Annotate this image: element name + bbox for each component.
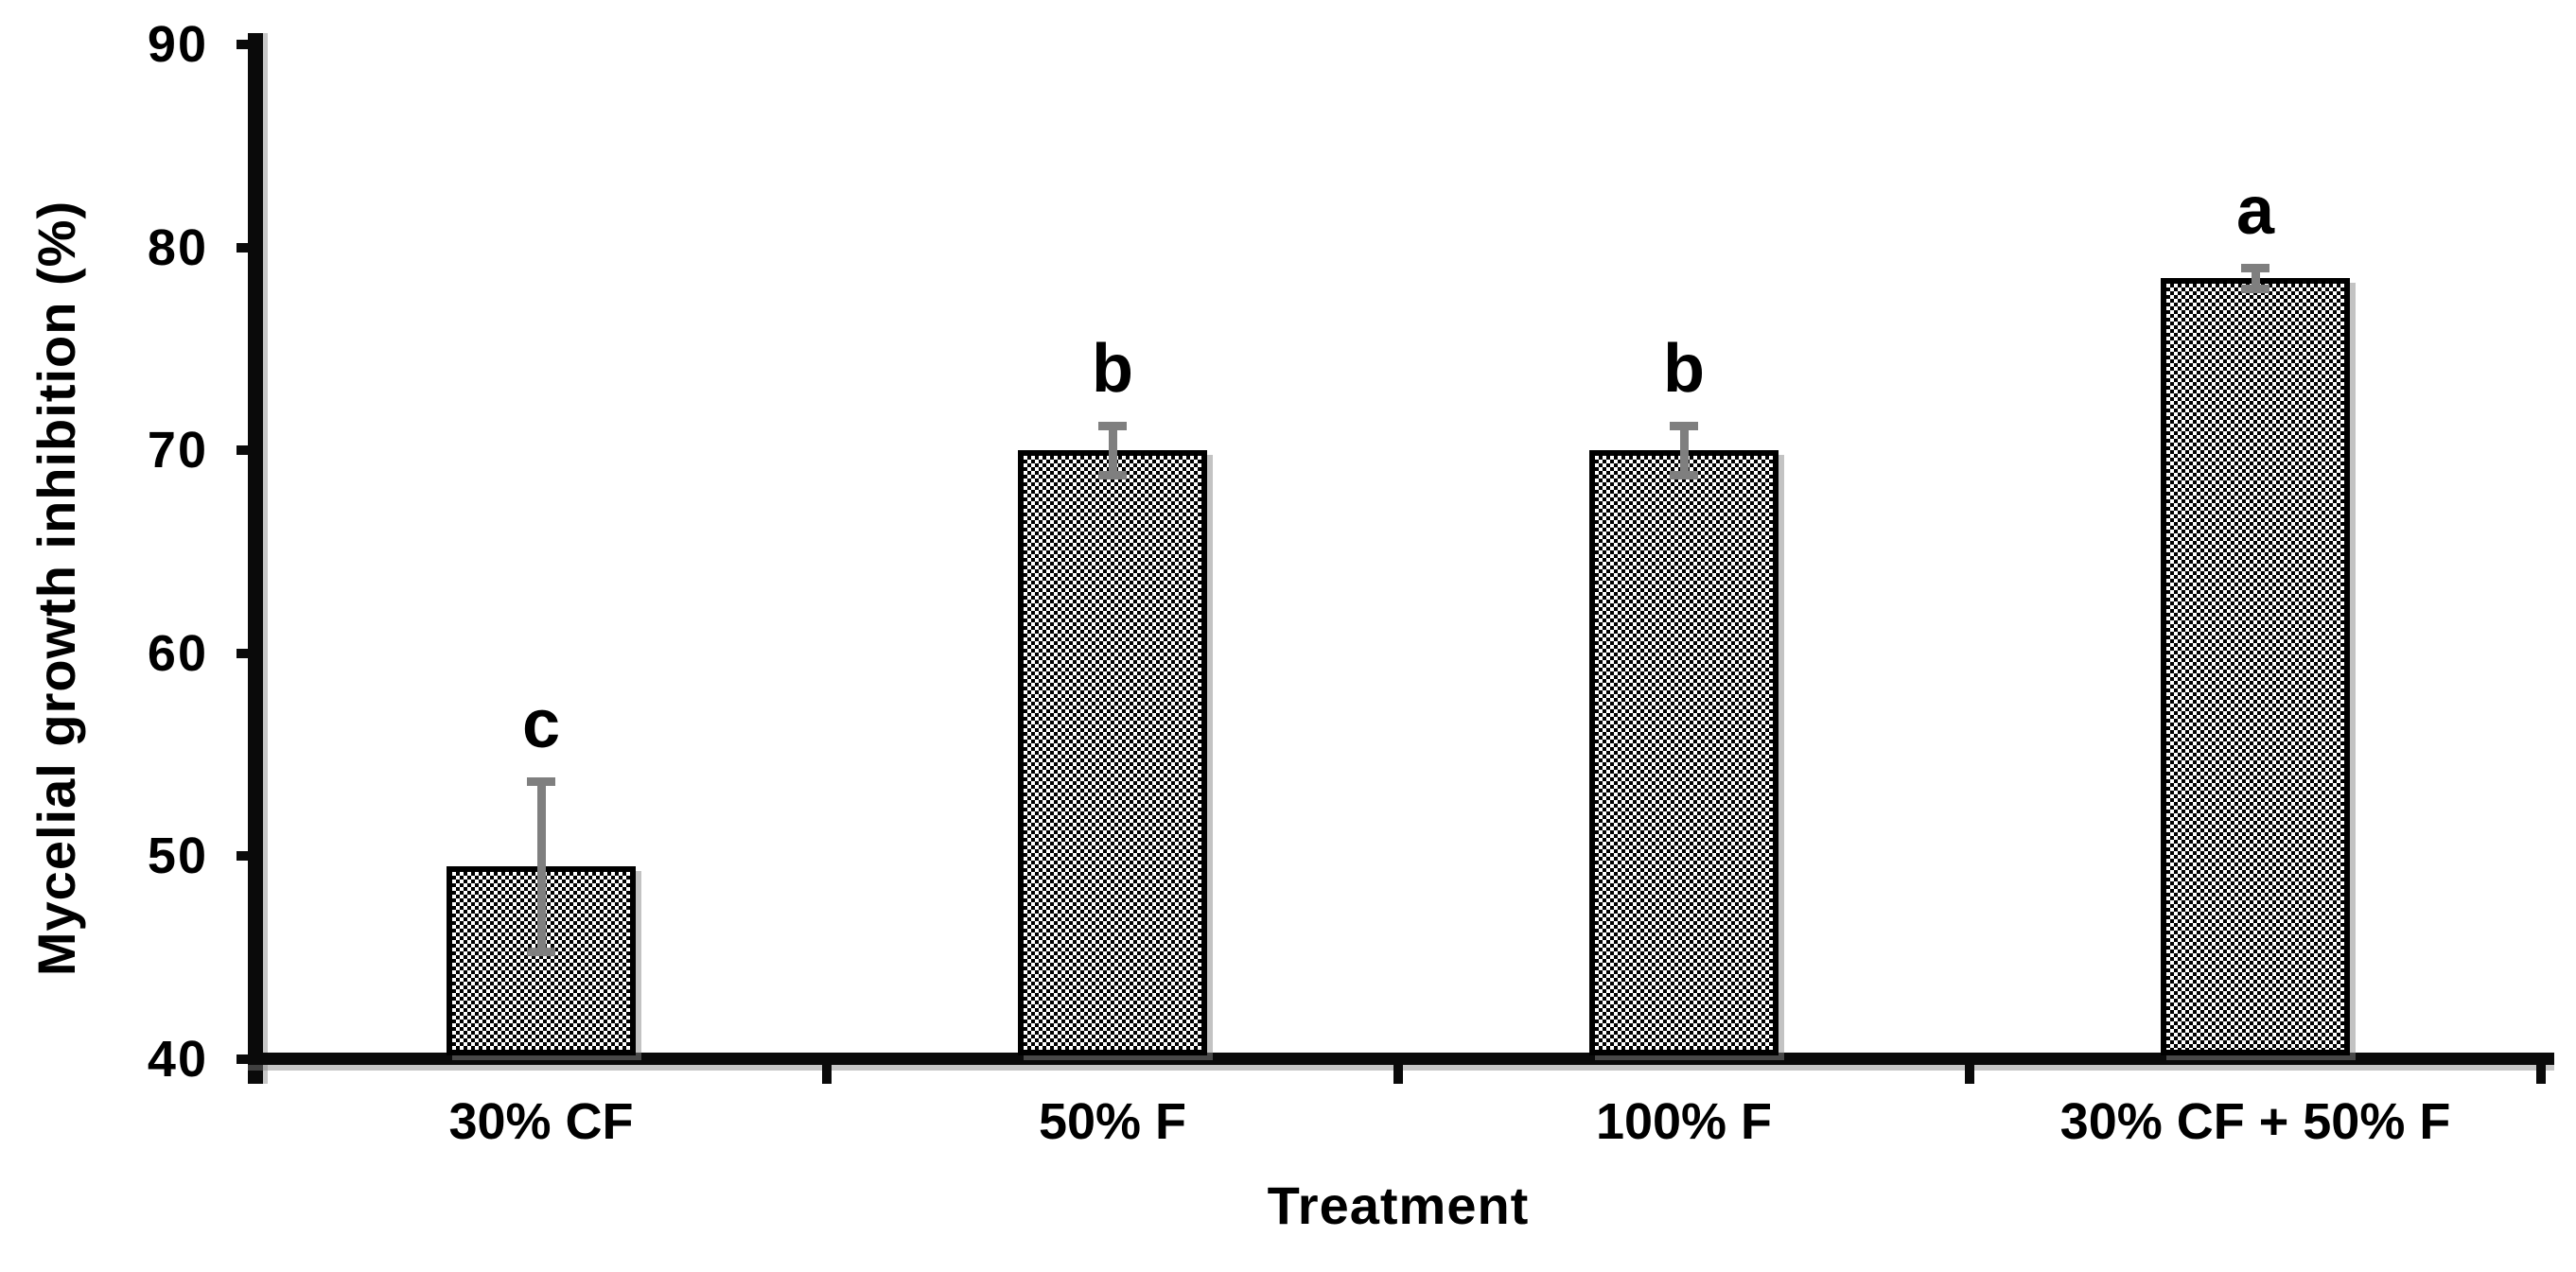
error-bar-line	[2252, 268, 2260, 288]
y-tick-label: 40	[147, 1031, 208, 1088]
x-tick-label: 100% F	[1595, 1093, 1773, 1150]
x-axis-tick	[2536, 1053, 2546, 1084]
y-tick-label: 90	[147, 16, 208, 73]
error-bar-bottom-cap	[1670, 471, 1698, 479]
x-axis-tick	[822, 1053, 832, 1084]
y-axis-tick	[237, 243, 255, 253]
error-bar-bottom-cap	[527, 948, 555, 956]
bar	[1018, 450, 1207, 1055]
y-axis-tick	[237, 1054, 255, 1064]
y-tick-label: 50	[147, 828, 208, 884]
x-axis-tick	[1965, 1053, 1974, 1084]
error-bar-top-cap	[1098, 422, 1127, 430]
y-axis-tick	[237, 40, 255, 49]
error-bar-bottom-cap	[2241, 285, 2269, 293]
significance-letter: b	[1092, 331, 1133, 407]
y-tick-label: 60	[147, 625, 208, 682]
significance-letter: b	[1663, 331, 1705, 407]
y-axis-tick	[237, 445, 255, 455]
x-tick-label: 30% CF + 50% F	[2059, 1093, 2451, 1150]
error-bar-bottom-cap	[1098, 471, 1127, 479]
bar	[1589, 450, 1779, 1055]
y-axis-line	[248, 33, 263, 1084]
error-bar-line	[537, 781, 546, 951]
error-bar-line	[1109, 426, 1117, 475]
significance-letter: c	[521, 687, 561, 762]
error-bar-top-cap	[1670, 422, 1698, 430]
y-axis-tick	[237, 851, 255, 861]
x-axis-title: Treatment	[1267, 1176, 1530, 1235]
x-tick-label: 50% F	[1038, 1093, 1187, 1150]
significance-letter: a	[2235, 173, 2275, 249]
bar	[2161, 278, 2350, 1055]
y-tick-label: 80	[147, 219, 208, 276]
x-tick-label: 30% CF	[448, 1093, 634, 1150]
error-bar-top-cap	[527, 777, 555, 786]
y-tick-label: 70	[147, 422, 208, 479]
error-bar-line	[1680, 426, 1689, 475]
y-axis-tick	[237, 649, 255, 658]
x-axis-tick	[1393, 1053, 1403, 1084]
error-bar-top-cap	[2241, 264, 2269, 272]
